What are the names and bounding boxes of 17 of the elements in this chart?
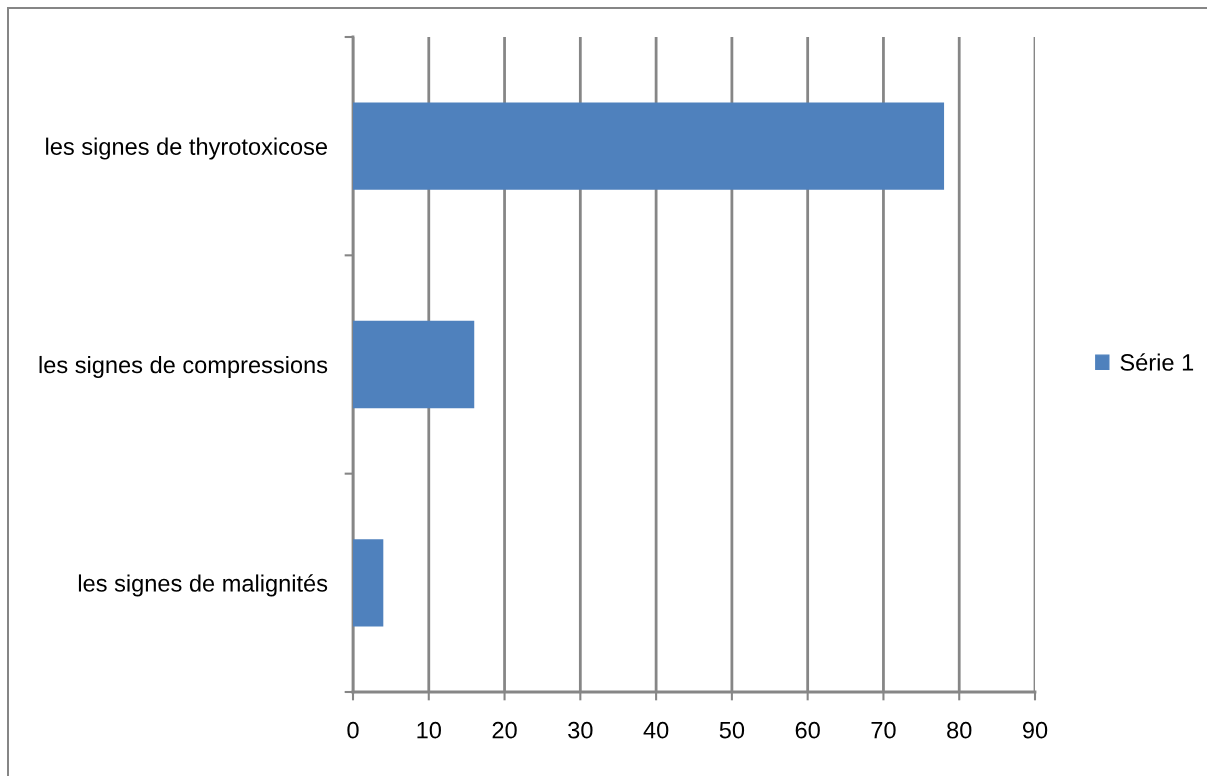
y-tick-label: les signes de thyrotoxicose [46,137,327,160]
x-tick-label: 30 [568,721,593,739]
x-tick-label: 90 [1022,721,1048,739]
y-tick-label: les signes de compressions [39,355,328,378]
y-tick-label: les signes de malignités [78,574,328,597]
bar [353,320,475,409]
x-tick-label: 40 [643,721,669,739]
x-tick-label: 20 [492,721,517,739]
legend-label: Série 1 [1120,353,1194,371]
x-tick-label: 60 [795,721,820,739]
x-tick-label: 70 [871,721,896,739]
x-tick-label: 50 [719,721,745,739]
bar [353,539,384,627]
x-tick-label: 10 [417,721,441,739]
bar [353,102,945,190]
x-tick-label: 0 [347,721,359,739]
x-tick-label: 80 [947,721,972,739]
